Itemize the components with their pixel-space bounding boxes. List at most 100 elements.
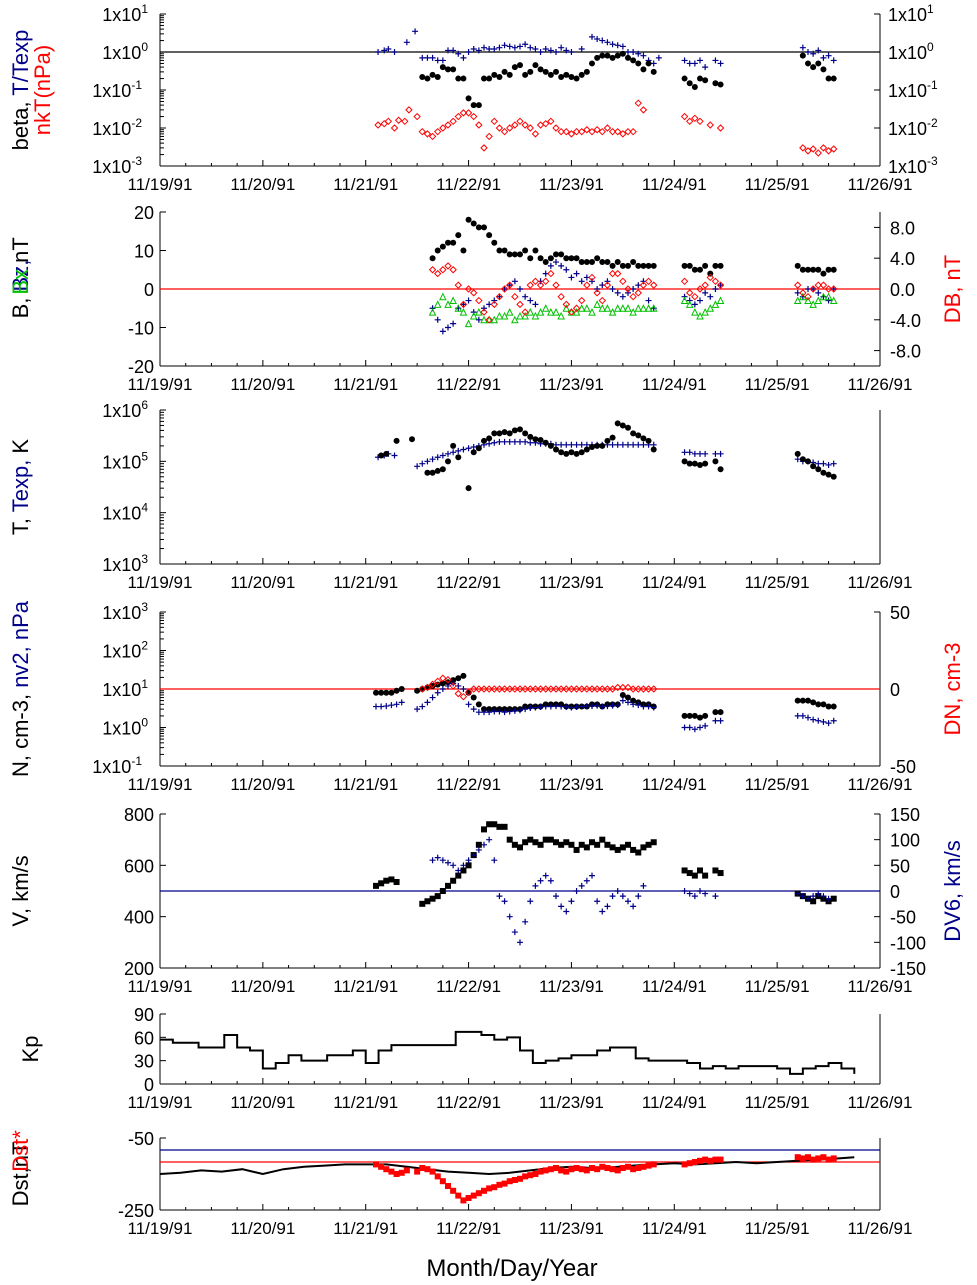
point-nv2 [439, 686, 446, 692]
point-dv6 [527, 898, 534, 905]
point-b [681, 262, 688, 269]
point-n [460, 672, 467, 679]
point-beta [522, 71, 529, 78]
point-dst- [414, 1168, 421, 1175]
point-dst- [702, 1156, 709, 1163]
point-t-texp [717, 60, 724, 67]
point-dst- [424, 1166, 431, 1173]
y-tick-label: 1x103 [102, 600, 148, 623]
point-dv6 [573, 888, 580, 894]
point-v [527, 836, 534, 843]
point-v [830, 895, 837, 902]
y-axis-title-part: nkT(nPa) [30, 45, 55, 135]
point-nkt [413, 112, 421, 121]
point-bx [711, 300, 720, 308]
point-texp [820, 460, 827, 467]
point-t [794, 450, 801, 457]
point-bx [624, 304, 632, 312]
point-nv2 [414, 706, 421, 713]
point-bx [696, 311, 704, 320]
point-texp [712, 450, 719, 457]
point-bx [588, 307, 596, 316]
point-dn [578, 685, 586, 693]
point-b [604, 259, 611, 266]
point-n [702, 712, 709, 719]
point-bz [589, 278, 595, 285]
point-dst- [439, 1178, 446, 1185]
point-bz [445, 324, 451, 331]
y-right-tick-label: 1x10-3 [888, 154, 938, 177]
x-tick-label: 11/26/91 [848, 175, 913, 194]
x-tick-label: 11/19/91 [128, 775, 193, 794]
point-dst- [625, 1163, 631, 1170]
point-dst- [522, 1173, 529, 1180]
point-dn [634, 685, 642, 693]
point-v [486, 821, 493, 828]
point-beta [614, 52, 621, 59]
point-db [691, 292, 699, 301]
point-t [681, 458, 688, 465]
y-axis-title-part: Bz, [8, 260, 33, 298]
point-nv2 [702, 722, 709, 729]
y-right-tick-label: 150 [890, 805, 920, 825]
point-dst- [434, 1173, 441, 1180]
y-tick-label: -50 [128, 1129, 154, 1149]
point-dv6 [465, 857, 472, 864]
point-t-texp [594, 35, 601, 42]
point-bx [593, 300, 601, 308]
point-dn [434, 677, 442, 686]
point-v [810, 898, 817, 905]
point-t-texp [604, 39, 611, 46]
point-dv6 [434, 854, 441, 861]
point-dv6 [820, 893, 827, 900]
point-dst- [820, 1154, 827, 1161]
y-tick-label: 90 [134, 1005, 154, 1025]
point-db [696, 285, 704, 293]
point-texp [830, 460, 837, 467]
point-dv6 [578, 882, 585, 889]
point-db [650, 281, 658, 289]
x-tick-label: 11/19/91 [128, 1093, 193, 1112]
point-t [424, 469, 431, 476]
point-t [805, 458, 811, 465]
point-b [558, 251, 565, 258]
point-dv6 [506, 913, 513, 920]
point-bx [444, 300, 452, 308]
point-v [439, 888, 446, 894]
y-right-tick-label: -8.0 [890, 342, 921, 362]
point-n [393, 687, 400, 694]
point-v [517, 844, 523, 851]
point-db [557, 292, 565, 301]
x-tick-label: 11/22/91 [436, 977, 501, 996]
point-n [830, 703, 837, 710]
point-texp [486, 440, 493, 447]
point-dst- [640, 1163, 647, 1170]
point-t [429, 469, 436, 476]
point-bz [506, 282, 513, 289]
point-db [588, 273, 596, 282]
point-t [445, 458, 451, 465]
point-bz [434, 316, 441, 323]
panel-field: 11/19/91 11/20/91 11/21/91 11/22/91 11/23/91… [8, 203, 965, 394]
point-bx [680, 296, 689, 305]
x-tick-label: 11/25/91 [745, 375, 810, 394]
point-t-texp [558, 44, 565, 51]
point-nkt [511, 121, 519, 129]
point-nv2 [486, 709, 493, 716]
point-nkt [542, 119, 550, 128]
point-nv2 [465, 701, 472, 708]
point-dst- [486, 1185, 493, 1192]
point-nv2 [594, 702, 601, 709]
point-n [398, 686, 405, 692]
y-right-tick-label: 100 [890, 831, 920, 851]
point-texp [429, 456, 436, 463]
point-nv2 [686, 724, 693, 731]
point-nkt [567, 130, 576, 138]
point-db [536, 281, 545, 289]
point-dst- [691, 1159, 698, 1165]
point-dn [454, 689, 462, 698]
point-t [470, 449, 477, 456]
point-b [702, 262, 709, 269]
point-n [373, 689, 379, 696]
point-n [717, 709, 724, 716]
